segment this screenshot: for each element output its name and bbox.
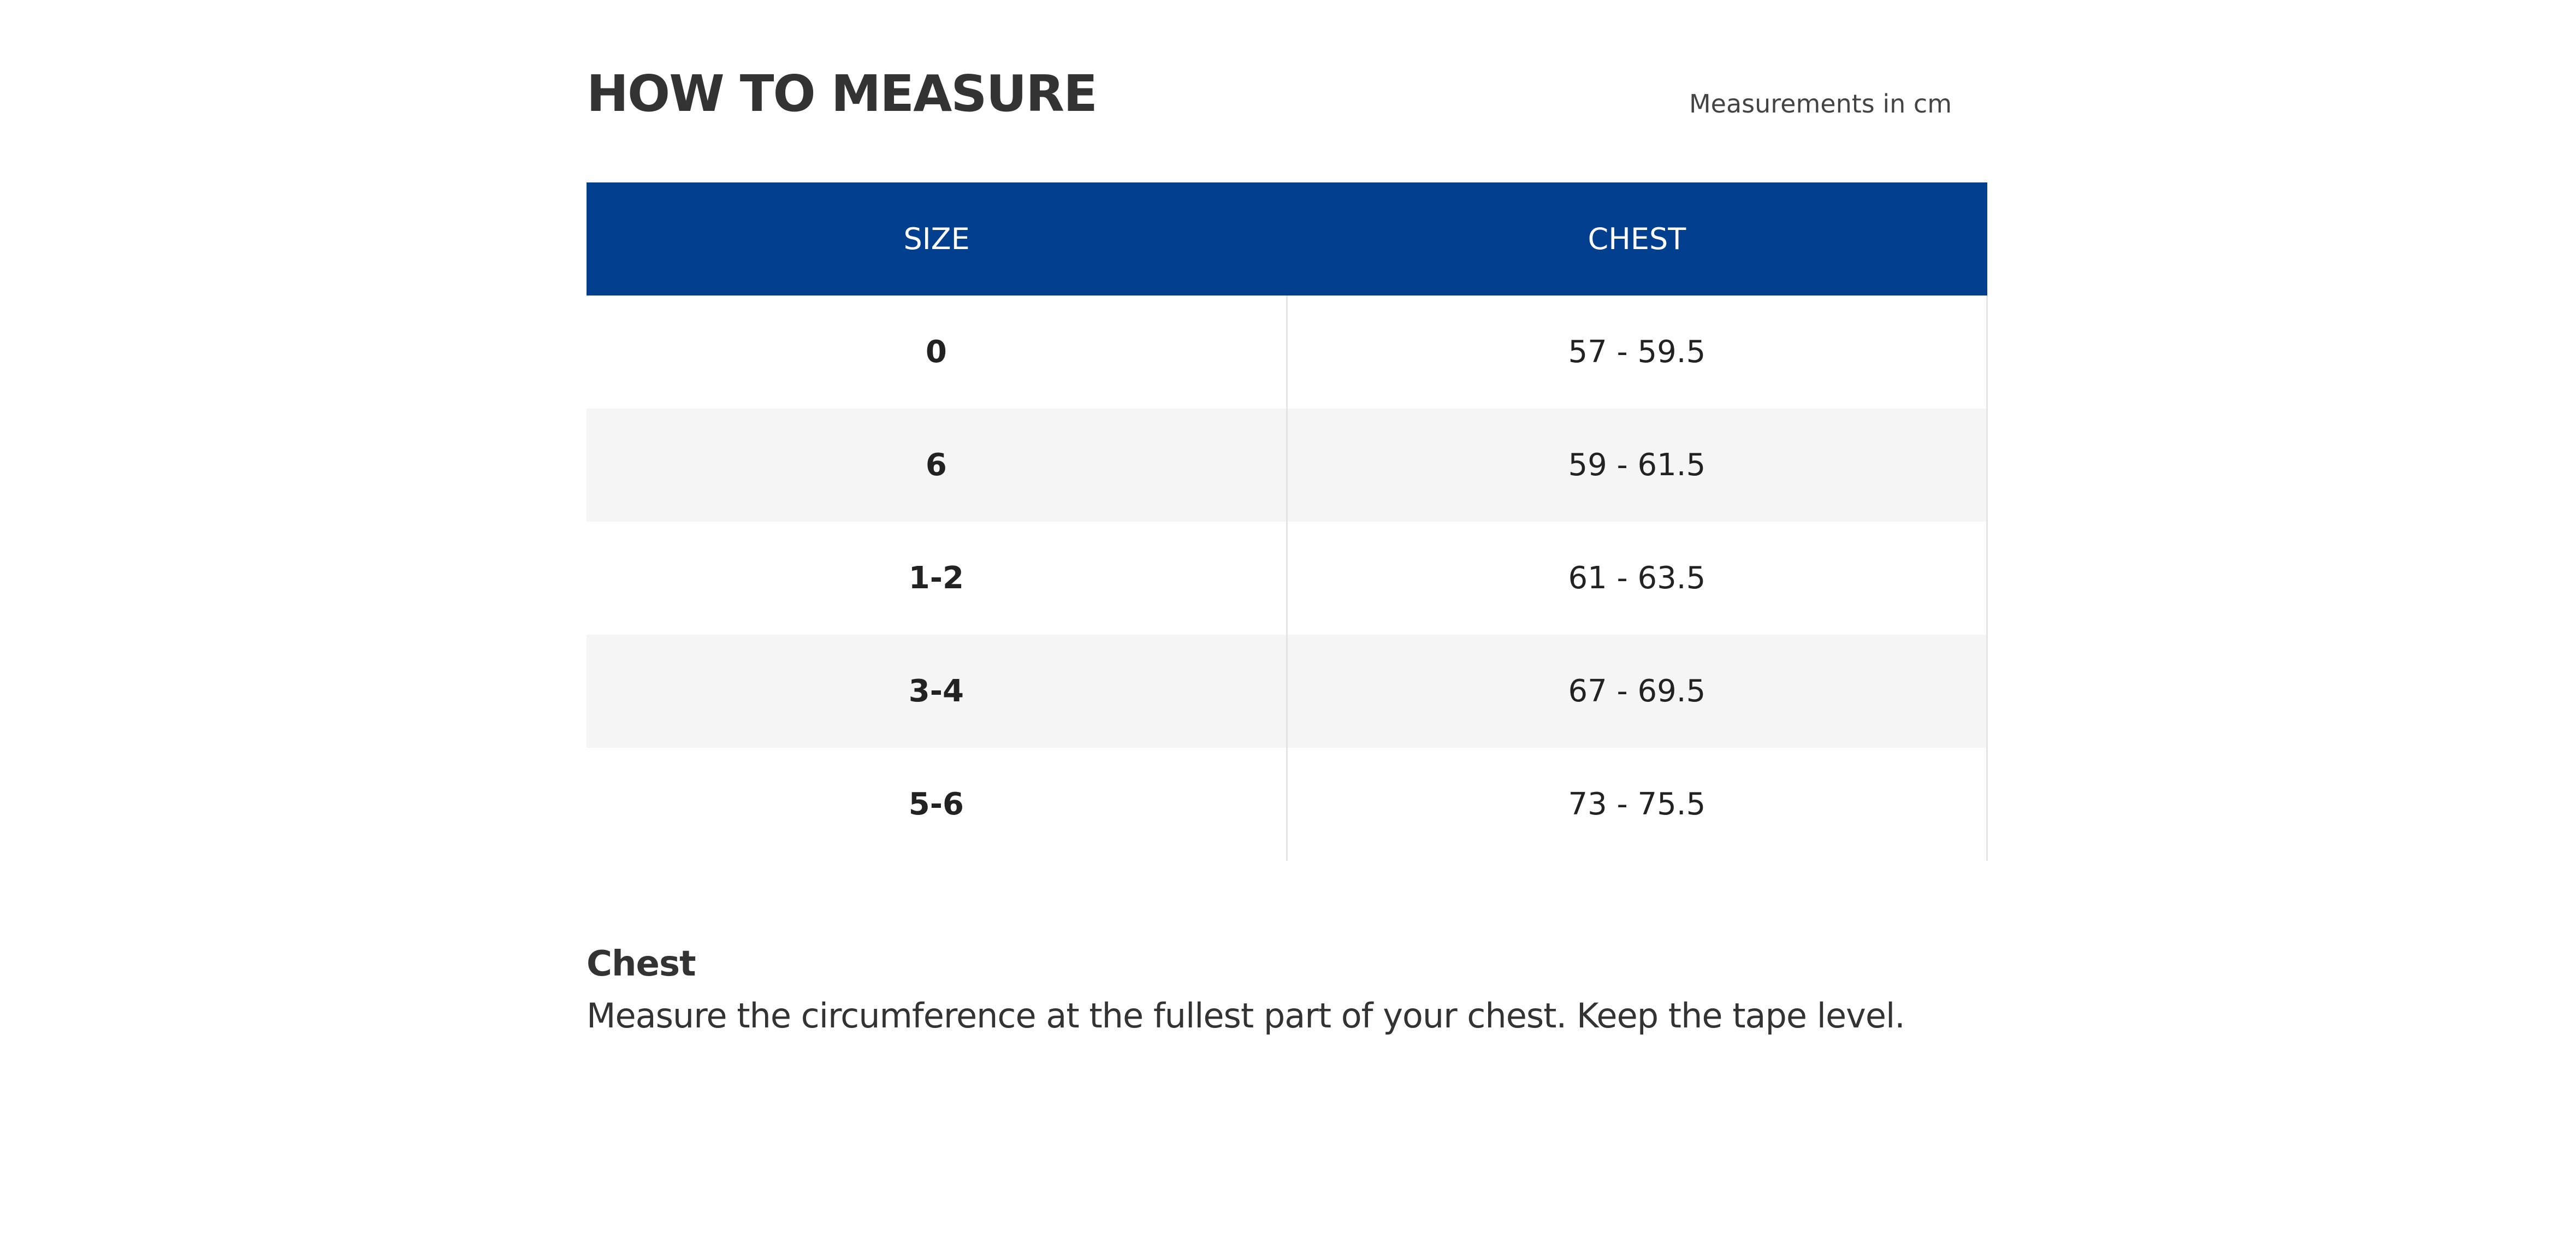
unit-note: Measurements in cm — [1689, 89, 1952, 119]
table-body: 0 57 - 59.5 6 59 - 61.5 1-2 61 - 63.5 3-4 67 - … — [587, 296, 1988, 861]
table-row: 0 57 - 59.5 — [587, 296, 1988, 409]
chest-cell: 67 - 69.5 — [1287, 635, 1988, 748]
column-header: CHEST — [1287, 182, 1987, 296]
size-cell: 5-6 — [587, 748, 1288, 861]
table-row: 5-6 73 - 75.5 — [587, 748, 1988, 861]
section-text: Measure the circumference at the fullest… — [587, 996, 1905, 1036]
size-cell: 0 — [587, 296, 1288, 409]
chest-cell: 59 - 61.5 — [1287, 409, 1988, 522]
title: HOW TO MEASURE — [587, 64, 1098, 123]
table-row: 3-4 67 - 69.5 — [587, 635, 1988, 748]
table-row: 1-2 61 - 63.5 — [587, 522, 1988, 635]
size-cell: 3-4 — [587, 635, 1288, 748]
table-head: SIZE CHEST — [587, 182, 1987, 296]
section-heading: Chest — [587, 944, 696, 984]
chest-cell: 61 - 63.5 — [1287, 522, 1988, 635]
column-header: SIZE — [587, 182, 1287, 296]
chest-cell: 57 - 59.5 — [1287, 296, 1988, 409]
chest-cell: 73 - 75.5 — [1287, 748, 1988, 861]
size-cell: 1-2 — [587, 522, 1288, 635]
table-row: 6 59 - 61.5 — [587, 409, 1988, 522]
size-table: SIZE CHEST 0 57 - 59.5 6 59 - 61.5 1-2 61 - 63… — [587, 182, 1988, 861]
size-cell: 6 — [587, 409, 1288, 522]
header-row: SIZE CHEST — [587, 182, 1987, 296]
